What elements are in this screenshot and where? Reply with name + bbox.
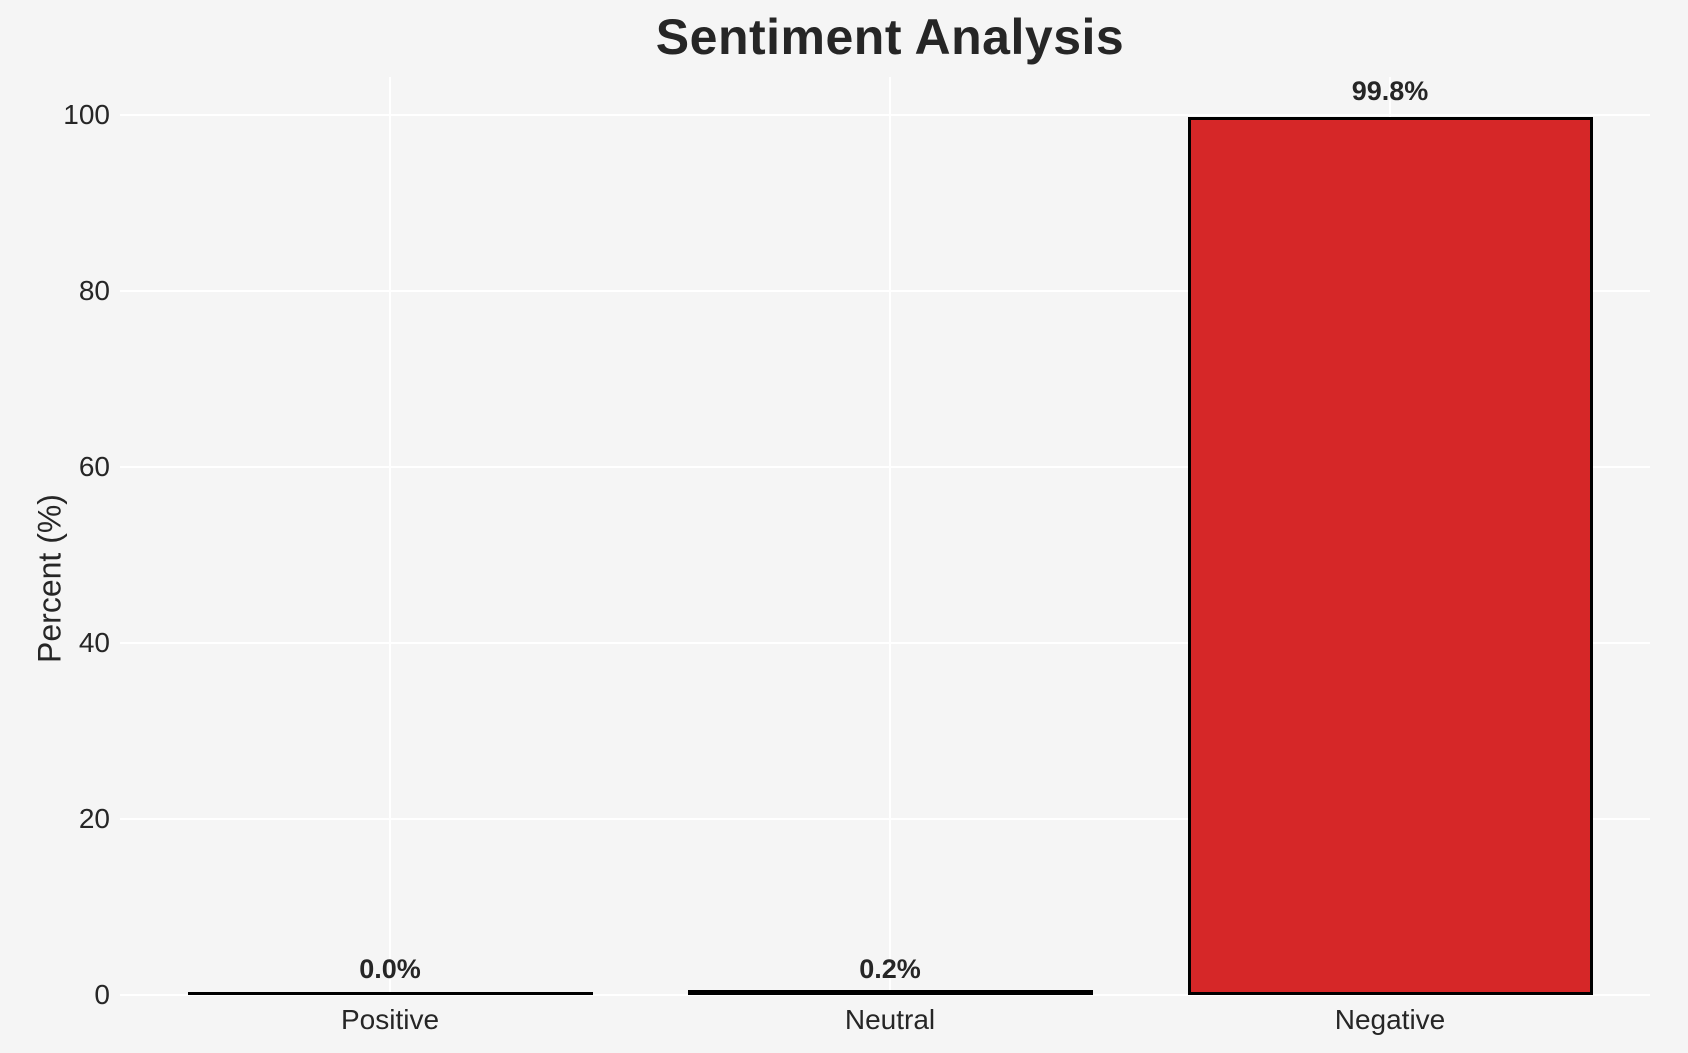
x-tick-label-neutral: Neutral	[844, 1004, 936, 1035]
y-tick-label: 100	[63, 99, 110, 130]
bar-value-label-positive: 0.0%	[359, 954, 421, 984]
gridline-horizontal	[120, 642, 1650, 644]
bar-value-label-neutral: 0.2%	[859, 954, 921, 984]
y-tick-label: 0	[94, 979, 110, 1010]
y-tick-label: 80	[78, 275, 110, 306]
gridline-horizontal	[120, 114, 1650, 116]
y-tick-label: 40	[78, 627, 110, 658]
gridline-vertical	[389, 77, 391, 995]
chart-title: Sentiment Analysis	[655, 9, 1125, 65]
bar-positive	[187, 992, 593, 995]
bar-negative	[1187, 117, 1593, 995]
x-tick-label-positive: Positive	[340, 1004, 440, 1035]
bar-value-label-negative: 99.8%	[1351, 76, 1429, 106]
gridline-horizontal	[120, 466, 1650, 468]
gridline-horizontal	[120, 994, 1650, 996]
gridline-horizontal	[120, 290, 1650, 292]
gridline-horizontal	[120, 818, 1650, 820]
bar-neutral	[687, 990, 1093, 995]
y-tick-label: 20	[78, 803, 110, 834]
x-tick-label-negative: Negative	[1334, 1004, 1446, 1035]
gridline-vertical	[889, 77, 891, 995]
y-tick-label: 60	[78, 451, 110, 482]
